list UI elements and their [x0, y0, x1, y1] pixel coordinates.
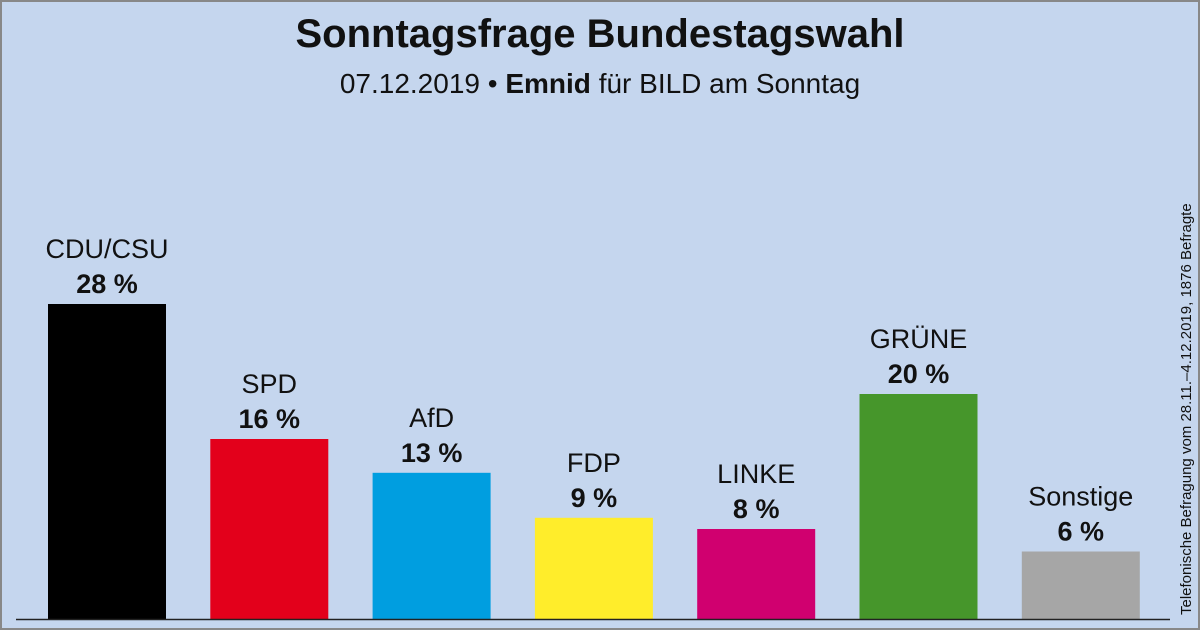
bar-value-spd: 16 % [239, 404, 301, 434]
bar-value-fdp: 9 % [571, 483, 618, 513]
bar-value-gr-ne: 20 % [888, 359, 950, 389]
bar-linke [697, 529, 816, 619]
bar-sonstige [1021, 551, 1140, 619]
bar-value-linke: 8 % [733, 494, 780, 524]
bar-label-fdp: FDP [567, 448, 621, 478]
bar-fdp [534, 517, 653, 620]
bar-spd [210, 439, 329, 619]
bar-label-sonstige: Sonstige [1028, 482, 1133, 512]
bar-label-gr-ne: GRÜNE [870, 324, 968, 354]
bar-value-afd: 13 % [401, 438, 463, 468]
bar-cdu-csu [48, 304, 166, 619]
bar-afd [372, 472, 491, 620]
chart-subtitle: 07.12.2019 • Emnid für BILD am Sonntag [0, 68, 1200, 100]
bar-value-sonstige: 6 % [1058, 517, 1105, 547]
separator-dot: • [487, 68, 498, 99]
bar-label-linke: LINKE [717, 459, 795, 489]
institute-name: Emnid [505, 68, 591, 99]
bar-gr-ne [859, 394, 978, 619]
bar-label-cdu-csu: CDU/CSU [45, 234, 168, 264]
bar-label-afd: AfD [409, 403, 454, 433]
bar-label-spd: SPD [242, 369, 298, 399]
chart-title: Sonntagsfrage Bundestagswahl [295, 12, 905, 56]
client-name: für BILD am Sonntag [598, 68, 861, 99]
poll-date: 07.12.2019 [339, 68, 480, 99]
bar-value-cdu-csu: 28 % [76, 269, 138, 299]
